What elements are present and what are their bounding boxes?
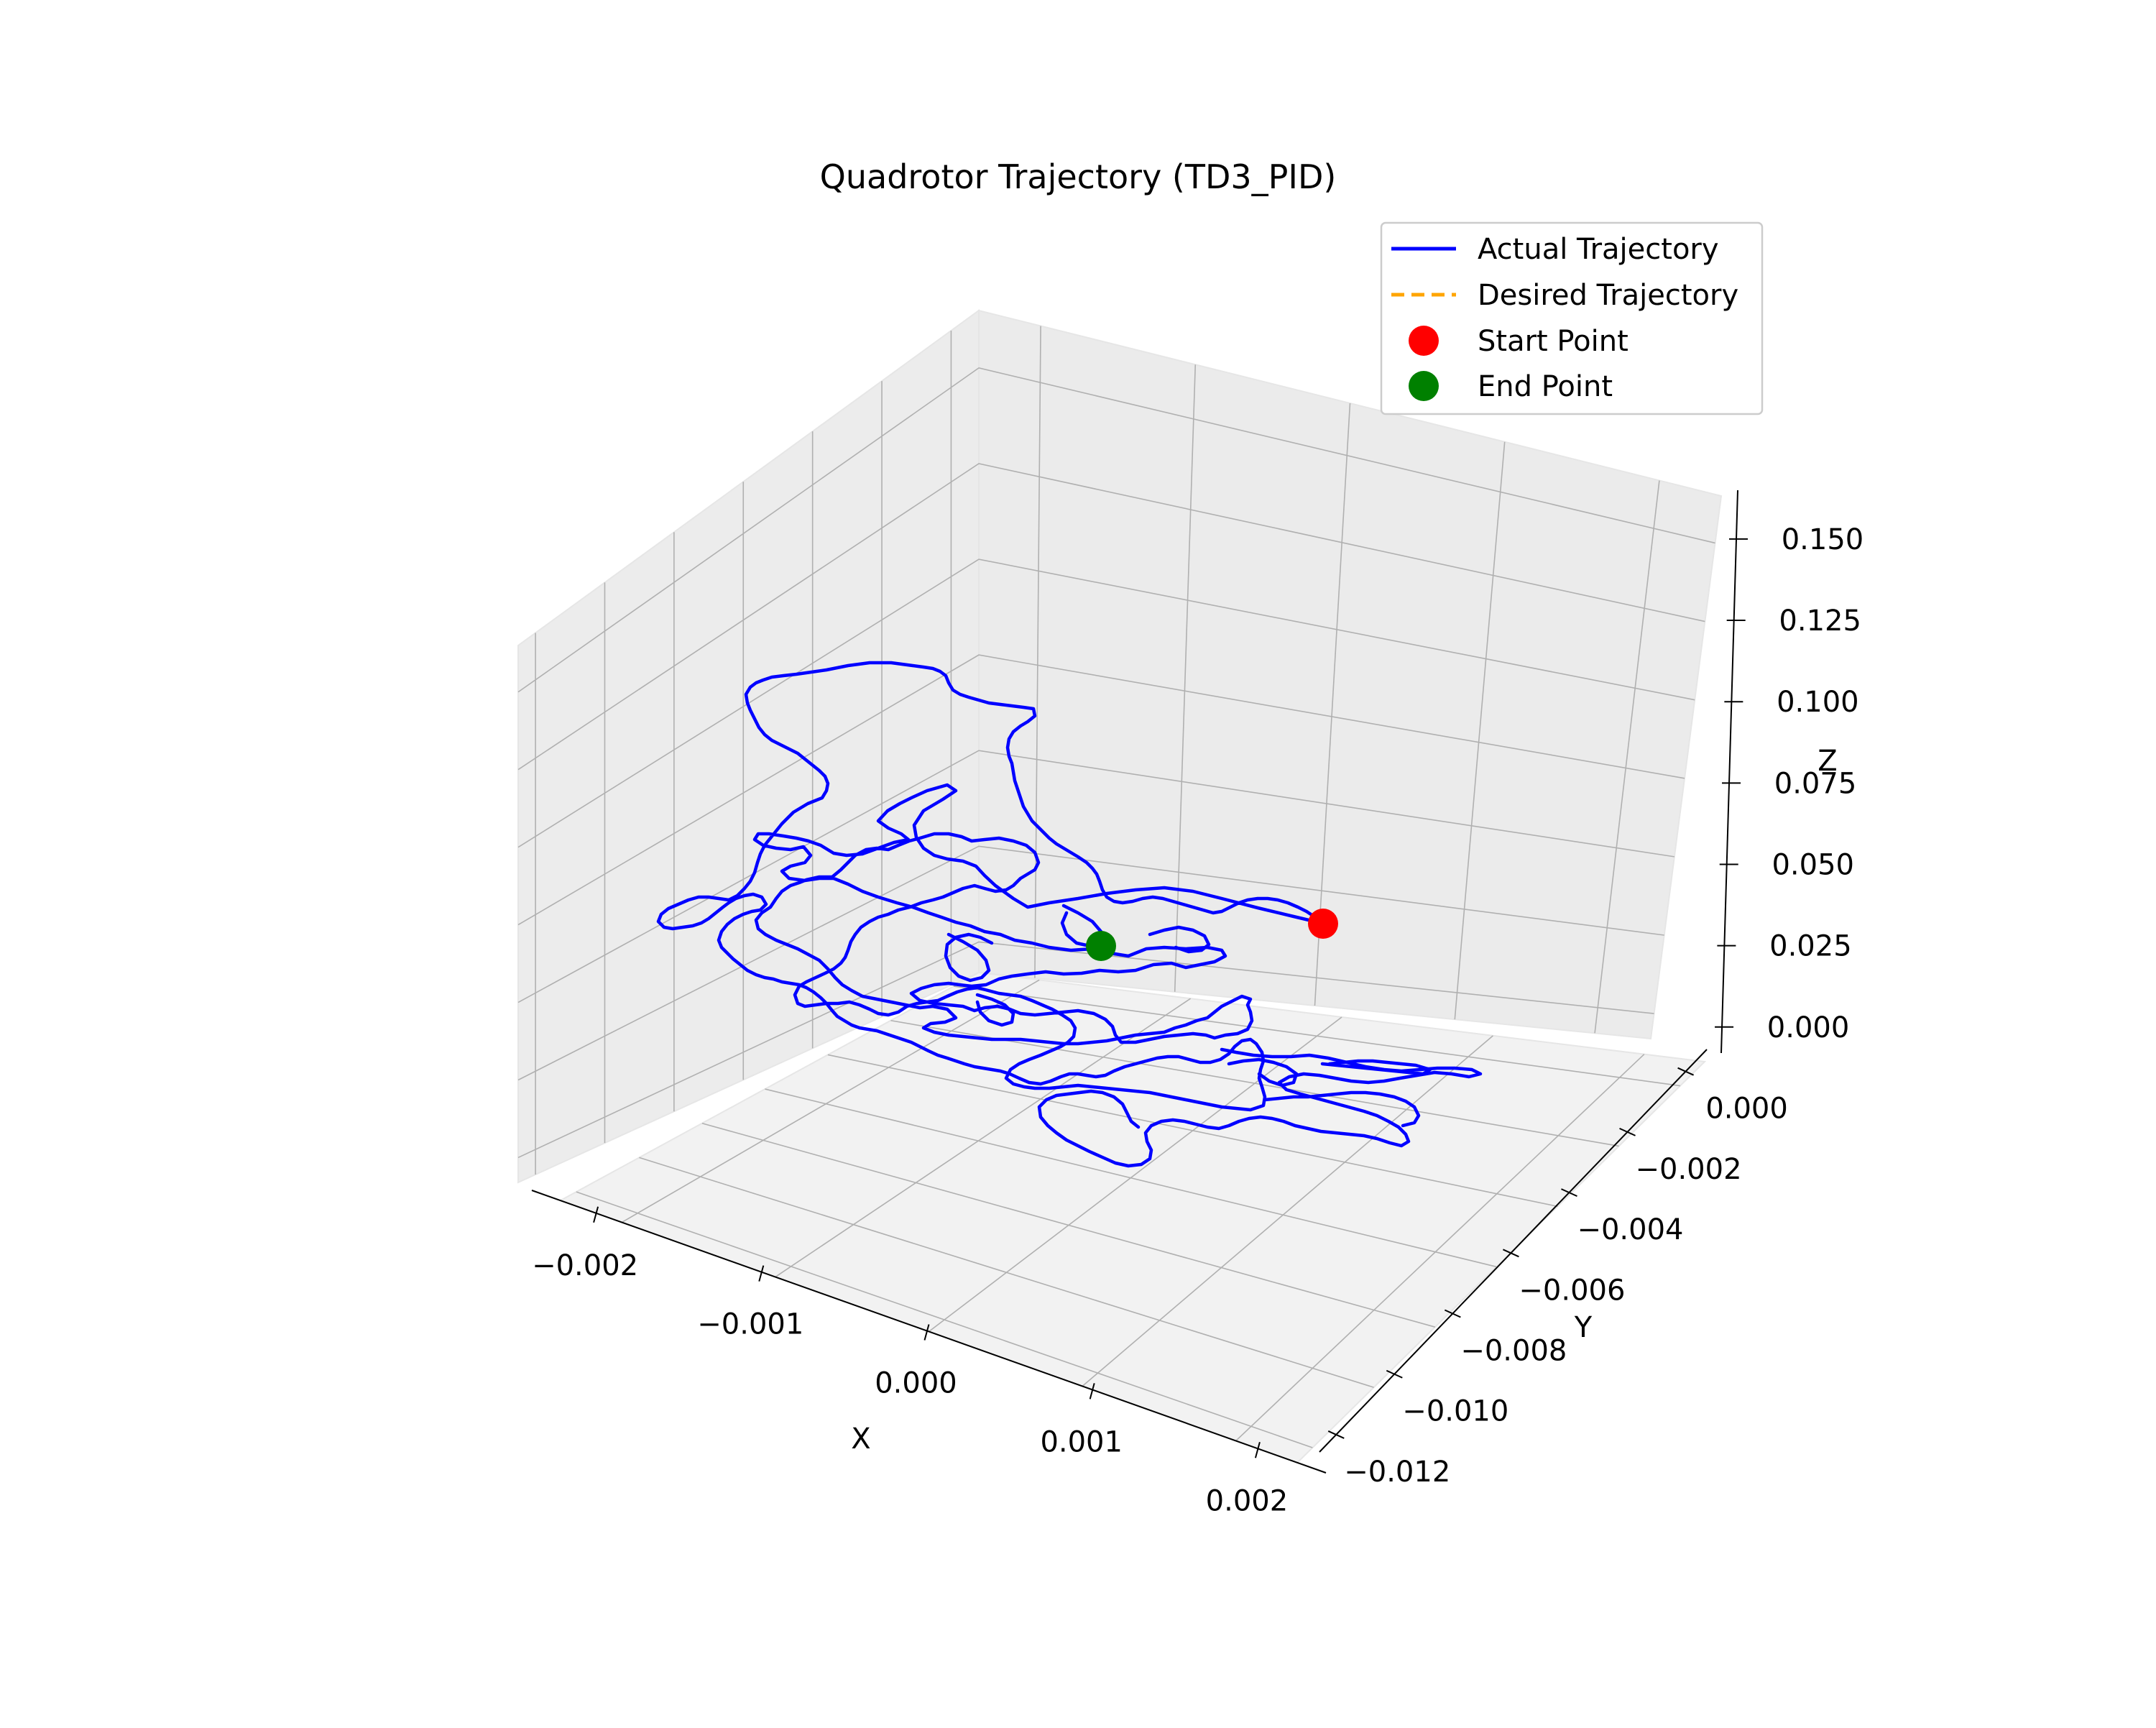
y-axis-line xyxy=(1319,1049,1708,1453)
legend: Actual Trajectory Desired Trajectory Sta… xyxy=(1380,221,1764,415)
actual-trajectory-line xyxy=(656,661,1326,1112)
z-tick-label: 0.075 xyxy=(1774,767,1857,800)
x-floor-gridline xyxy=(929,1016,1342,1333)
x-tick-label: −0.002 xyxy=(532,1249,638,1282)
back-right-pane xyxy=(978,309,1723,1040)
x-tick-mark xyxy=(593,1206,599,1223)
x-tick-mark xyxy=(1254,1441,1261,1458)
x-axis-ticks: −0.002 −0.001 0.000 0.001 0.002 xyxy=(532,1206,1289,1517)
z-gridline xyxy=(517,845,1664,1081)
y-floor-gridline xyxy=(765,1088,1497,1268)
x-wall-gridline xyxy=(1314,403,1351,1006)
legend-desired-label: Desired Trajectory xyxy=(1478,279,1738,312)
y-floor-gridline xyxy=(701,1122,1436,1328)
z-gridline xyxy=(517,559,1695,848)
z-tick-label: 0.050 xyxy=(1772,848,1854,881)
y-tick-label: −0.010 xyxy=(1402,1395,1508,1428)
y-tick-label: −0.006 xyxy=(1519,1274,1625,1307)
y-tick-label: −0.004 xyxy=(1577,1213,1683,1246)
z-tick-label: 0.100 xyxy=(1777,686,1859,719)
y-tick-label: −0.008 xyxy=(1460,1335,1567,1368)
y-tick-label: 0.000 xyxy=(1705,1093,1788,1126)
chart-title: Quadrotor Trajectory (TD3_PID) xyxy=(820,157,1337,196)
x-axis-label: X xyxy=(851,1423,870,1456)
x-tick-label: 0.002 xyxy=(1206,1484,1289,1517)
z-gridline xyxy=(517,367,1715,693)
x-tick-mark xyxy=(1089,1383,1095,1400)
x-tick-label: 0.000 xyxy=(875,1367,957,1400)
grid-lines xyxy=(517,326,1715,1448)
x-floor-gridline xyxy=(1235,1054,1645,1442)
z-gridline xyxy=(517,750,1674,1003)
legend-start-label: Start Point xyxy=(1478,325,1628,358)
z-axis-ticks: 0.000 0.025 0.050 0.075 0.100 0.125 0.150 xyxy=(1715,523,1864,1044)
legend-actual-label: Actual Trajectory xyxy=(1478,233,1719,266)
start-point-marker xyxy=(1308,909,1338,939)
y-tick-mark xyxy=(1561,1188,1577,1198)
axes xyxy=(531,490,1738,1474)
y-floor-gridline xyxy=(639,1157,1374,1388)
x-floor-gridline xyxy=(622,979,1040,1223)
z-tick-label: 0.025 xyxy=(1769,930,1852,963)
x-tick-label: 0.001 xyxy=(1040,1425,1123,1458)
y-floor-gridline xyxy=(827,1054,1558,1208)
y-tick-mark xyxy=(1444,1309,1461,1318)
z-gridline xyxy=(517,463,1705,771)
x-wall-gridline xyxy=(1454,441,1506,1020)
legend-start-swatch xyxy=(1409,326,1439,356)
x-wall-gridline xyxy=(1594,480,1660,1034)
z-axis-label: Z xyxy=(1818,745,1837,778)
y-tick-mark xyxy=(1503,1249,1519,1258)
z-axis-line xyxy=(1720,490,1738,1054)
x-tick-mark xyxy=(923,1324,930,1341)
end-point-marker xyxy=(1086,931,1116,961)
y-axis-ticks: −0.012 −0.010 −0.008 −0.006 −0.004 −0.002 0.00… xyxy=(1327,1067,1788,1489)
x-wall-gridline xyxy=(1174,364,1197,992)
y-axis-label: Y xyxy=(1574,1311,1593,1344)
y-floor-gridline xyxy=(953,985,1681,1087)
z-gridline xyxy=(517,654,1685,926)
y-tick-mark xyxy=(1619,1127,1636,1136)
x-tick-mark xyxy=(758,1265,765,1282)
y-floor-gridline xyxy=(576,1191,1313,1448)
z-tick-label: 0.125 xyxy=(1779,605,1861,638)
y-tick-mark xyxy=(1677,1067,1694,1076)
x-floor-gridline xyxy=(1082,1035,1493,1387)
x-floor-gridline xyxy=(775,998,1192,1278)
legend-box xyxy=(1380,221,1764,415)
z-tick-label: 0.150 xyxy=(1782,523,1864,556)
y-tick-mark xyxy=(1386,1369,1403,1379)
x-tick-label: −0.001 xyxy=(697,1308,803,1341)
z-tick-label: 0.000 xyxy=(1767,1011,1850,1044)
y-tick-mark xyxy=(1327,1430,1345,1439)
legend-end-swatch xyxy=(1409,371,1439,401)
legend-end-label: End Point xyxy=(1478,370,1613,403)
x-axis-line xyxy=(531,1190,1327,1474)
z-gridline xyxy=(517,941,1654,1159)
y-tick-label: −0.012 xyxy=(1344,1456,1450,1489)
y-floor-gridline xyxy=(890,1019,1619,1147)
y-tick-label: −0.002 xyxy=(1636,1153,1742,1186)
